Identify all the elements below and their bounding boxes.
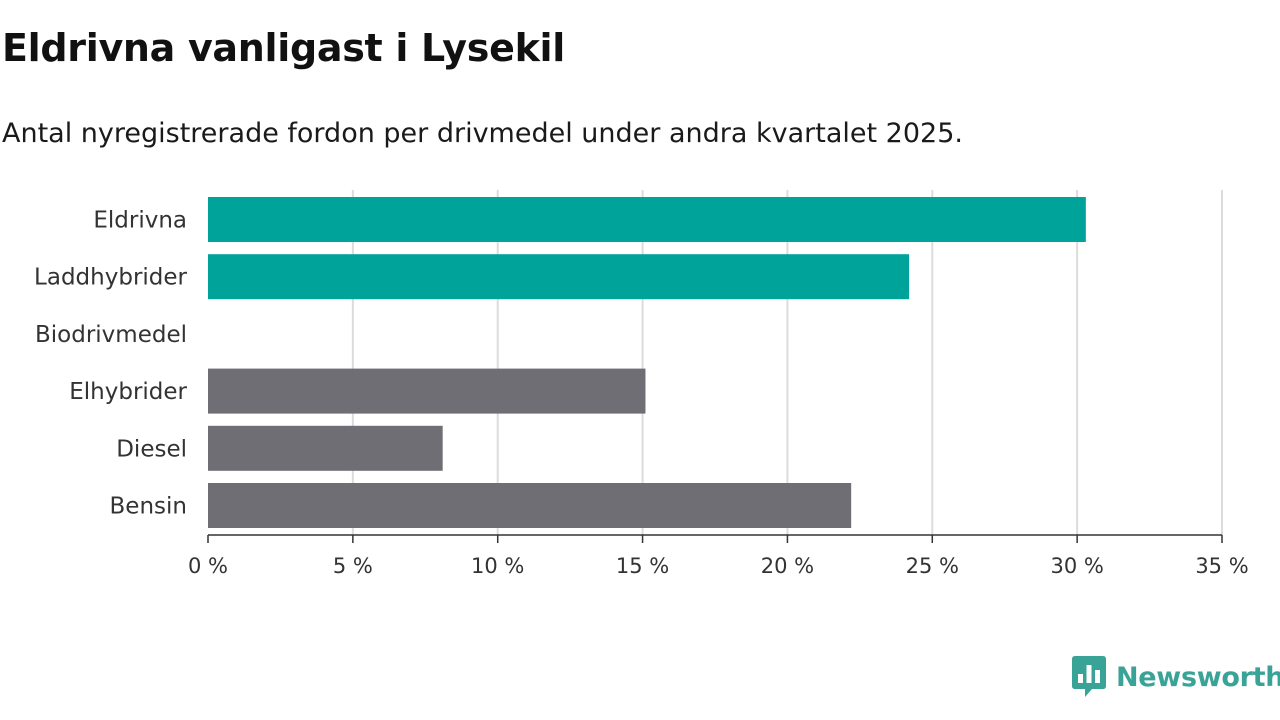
bar	[208, 254, 910, 300]
bar	[208, 483, 852, 528]
logo-text: Newsworthy	[1116, 661, 1280, 693]
x-tick-label: 0 %	[188, 554, 228, 578]
category-label: Bensin	[110, 494, 187, 520]
x-tick-label: 20 %	[761, 554, 814, 578]
category-label: Biodrivmedel	[35, 322, 187, 348]
x-tick-label: 5 %	[333, 554, 373, 578]
category-labels: Eldrivna Laddhybrider Biodrivmedel Elhybrid…	[34, 208, 187, 520]
chart-title: Eldrivna vanligast i Lysekil	[2, 26, 565, 70]
category-label: Eldrivna	[93, 208, 187, 234]
bar-chart-badge-icon	[1072, 656, 1106, 697]
bars	[208, 197, 1086, 528]
gridlines	[351, 190, 1223, 535]
newsworthy-logo: Newsworthy	[1072, 656, 1280, 698]
x-tick-label: 30 %	[1050, 554, 1103, 578]
chart-subtitle: Antal nyregistrerade fordon per drivmede…	[2, 118, 963, 149]
x-tick-label: 15 %	[616, 554, 669, 578]
x-tick-label: 25 %	[906, 554, 959, 578]
category-label: Laddhybrider	[34, 265, 187, 291]
x-tick-label: 35 %	[1195, 554, 1248, 578]
x-tick-label: 10 %	[471, 554, 524, 578]
category-label: Elhybrider	[69, 379, 187, 405]
x-axis: 0 % 5 % 10 % 15 % 20 % 25 % 30 % 35 %	[188, 534, 1249, 578]
category-label: Diesel	[116, 436, 187, 462]
bar	[208, 197, 1086, 242]
bar	[208, 425, 443, 471]
bar	[208, 368, 646, 414]
